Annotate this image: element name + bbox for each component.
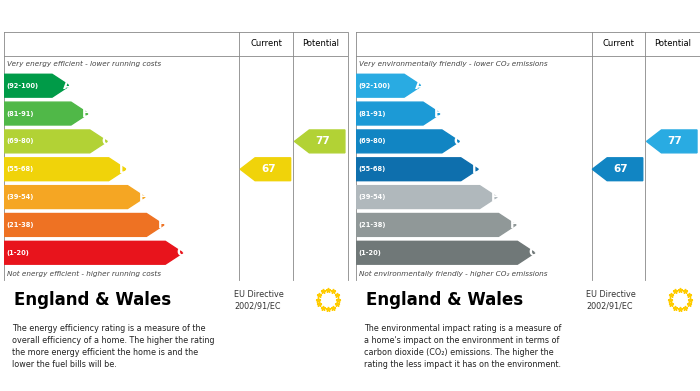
FancyArrow shape [4, 102, 88, 125]
FancyArrow shape [356, 186, 497, 208]
Text: 67: 67 [261, 164, 276, 174]
Text: (81-91): (81-91) [358, 111, 386, 117]
Text: A: A [63, 79, 73, 92]
Text: (55-68): (55-68) [358, 166, 386, 172]
Text: (92-100): (92-100) [358, 83, 391, 89]
Text: (21-38): (21-38) [358, 222, 386, 228]
Text: G: G [528, 246, 538, 259]
Text: EU Directive: EU Directive [234, 291, 284, 300]
Text: (92-100): (92-100) [6, 83, 38, 89]
Text: Very environmentally friendly - lower CO₂ emissions: Very environmentally friendly - lower CO… [359, 61, 547, 67]
Polygon shape [592, 158, 643, 181]
Text: B: B [434, 107, 444, 120]
Polygon shape [647, 130, 697, 153]
Polygon shape [240, 158, 290, 181]
Text: EU Directive: EU Directive [587, 291, 636, 300]
Text: D: D [471, 163, 482, 176]
Text: Environmental Impact (CO₂) Rating: Environmental Impact (CO₂) Rating [364, 9, 596, 23]
Text: 77: 77 [316, 136, 330, 146]
FancyArrow shape [356, 130, 459, 153]
Text: Not energy efficient - higher running costs: Not energy efficient - higher running co… [7, 271, 161, 276]
Text: (1-20): (1-20) [358, 250, 382, 256]
Text: E: E [139, 190, 148, 204]
Text: (39-54): (39-54) [358, 194, 386, 200]
Text: A: A [415, 79, 425, 92]
FancyArrow shape [356, 158, 478, 181]
Text: Potential: Potential [302, 39, 339, 48]
Text: The energy efficiency rating is a measure of the
overall efficiency of a home. T: The energy efficiency rating is a measur… [12, 325, 215, 369]
Text: Very energy efficient - lower running costs: Very energy efficient - lower running co… [7, 61, 161, 67]
Text: 67: 67 [613, 164, 628, 174]
Text: (69-80): (69-80) [358, 138, 386, 144]
Text: E: E [491, 190, 500, 204]
Text: (81-91): (81-91) [6, 111, 34, 117]
Text: F: F [158, 219, 167, 231]
Text: (39-54): (39-54) [6, 194, 34, 200]
Text: F: F [510, 219, 519, 231]
FancyArrow shape [356, 213, 516, 237]
Text: Potential: Potential [654, 39, 691, 48]
FancyArrow shape [4, 74, 69, 97]
Text: C: C [453, 135, 462, 148]
Text: 2002/91/EC: 2002/91/EC [234, 302, 281, 311]
FancyArrow shape [4, 130, 107, 153]
Text: England & Wales: England & Wales [14, 291, 171, 308]
Text: B: B [82, 107, 92, 120]
Text: (55-68): (55-68) [6, 166, 34, 172]
FancyArrow shape [4, 241, 183, 264]
Text: (21-38): (21-38) [6, 222, 34, 228]
Text: (69-80): (69-80) [6, 138, 34, 144]
FancyArrow shape [4, 186, 145, 208]
FancyArrow shape [4, 213, 164, 237]
Text: G: G [176, 246, 186, 259]
Text: (1-20): (1-20) [6, 250, 29, 256]
Text: D: D [119, 163, 130, 176]
Polygon shape [295, 130, 345, 153]
FancyArrow shape [356, 241, 535, 264]
FancyArrow shape [356, 74, 421, 97]
Text: Energy Efficiency Rating: Energy Efficiency Rating [12, 9, 174, 23]
Text: 2002/91/EC: 2002/91/EC [587, 302, 633, 311]
Text: Current: Current [250, 39, 282, 48]
FancyArrow shape [356, 102, 440, 125]
Text: Not environmentally friendly - higher CO₂ emissions: Not environmentally friendly - higher CO… [359, 271, 547, 276]
Text: 77: 77 [668, 136, 682, 146]
Text: Current: Current [602, 39, 634, 48]
FancyArrow shape [4, 158, 126, 181]
Text: The environmental impact rating is a measure of
a home's impact on the environme: The environmental impact rating is a mea… [364, 325, 561, 369]
Text: C: C [101, 135, 110, 148]
Text: England & Wales: England & Wales [366, 291, 523, 308]
